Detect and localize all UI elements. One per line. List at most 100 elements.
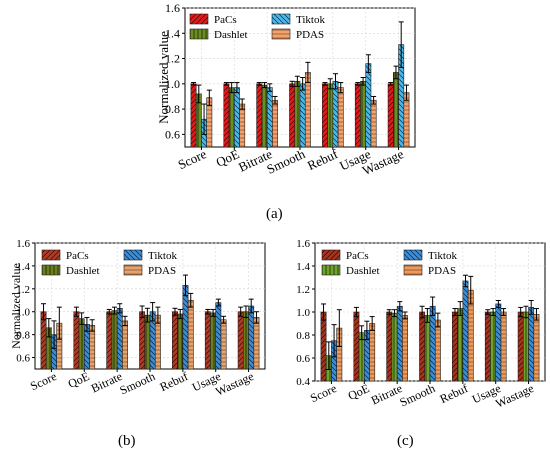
bar-hatch xyxy=(40,311,47,369)
bar-hatch xyxy=(457,308,463,381)
bar-hatch xyxy=(359,332,365,381)
x-tick-label: Rebuf xyxy=(305,146,341,173)
bar-hatch xyxy=(523,312,529,381)
bar-hatch xyxy=(122,320,128,369)
bar-hatch xyxy=(403,92,410,147)
bar-hatch xyxy=(386,312,392,381)
legend-swatch-hatch xyxy=(42,265,60,275)
bar-hatch xyxy=(210,312,216,369)
bar-hatch xyxy=(320,312,327,381)
bar-hatch xyxy=(327,83,333,147)
bar-hatch xyxy=(84,324,90,369)
x-tick-label: Wastage xyxy=(493,381,535,411)
legend-swatch-hatch xyxy=(42,250,60,260)
bar-hatch xyxy=(253,317,260,369)
legend-label: Dashlet xyxy=(346,265,380,277)
legend-swatch-hatch xyxy=(190,29,208,39)
bar-hatch xyxy=(528,307,534,381)
legend-swatch-hatch xyxy=(272,14,290,24)
bar-hatch xyxy=(256,83,262,147)
legend-label: PDAS xyxy=(296,29,324,41)
legend-swatch-hatch xyxy=(322,265,340,275)
legend-label: PaCs xyxy=(346,250,369,262)
bar-hatch xyxy=(332,81,339,147)
caption-b: (b) xyxy=(118,433,136,449)
y-tick-label: 1.0 xyxy=(16,307,30,319)
x-tick-label: Smooth xyxy=(264,146,307,177)
y-tick-label: 0.8 xyxy=(16,330,30,342)
bar-hatch xyxy=(139,311,145,369)
bar-hatch xyxy=(430,306,436,381)
bar-hatch xyxy=(261,85,268,147)
bar-hatch xyxy=(188,300,194,369)
legend-swatch-hatch xyxy=(272,29,290,39)
bar-hatch xyxy=(190,83,197,147)
bar-hatch xyxy=(239,104,245,147)
bar-hatch xyxy=(206,97,212,147)
bar-hatch xyxy=(79,318,85,369)
y-tick-label: 1.2 xyxy=(165,52,180,66)
bar-hatch xyxy=(46,327,52,369)
bar-hatch xyxy=(89,325,95,369)
bar-hatch xyxy=(215,302,221,369)
bar-hatch xyxy=(150,311,156,369)
bar-hatch xyxy=(177,314,183,369)
bar-hatch xyxy=(117,308,123,369)
chart-panel-c: 0.4 0.6 0.8 1.0 1.2 1.4 1.6 Score QoEBitrateSmoo… xyxy=(296,238,546,411)
bar-hatch xyxy=(424,315,430,381)
y-tick-label: 0.4 xyxy=(296,376,310,388)
y-tick-label: 1.4 xyxy=(16,261,30,273)
x-tick-label: Rebuf xyxy=(158,369,190,394)
y-tick-label: 1.6 xyxy=(165,1,180,15)
x-tick-label: Bitrate xyxy=(369,381,405,407)
bar-hatch xyxy=(238,311,244,369)
legend-swatch-hatch xyxy=(124,265,142,275)
x-tick-label: Rebuf xyxy=(438,381,470,406)
bar-hatch xyxy=(353,312,360,381)
y-tick-label: 1.2 xyxy=(296,284,310,296)
bar-hatch xyxy=(338,87,344,147)
bar-hatch xyxy=(223,83,230,147)
y-tick-label: 1.2 xyxy=(16,284,30,296)
bar-hatch xyxy=(365,63,371,147)
legend-swatch-hatch xyxy=(322,250,340,260)
legend-label: Dashlet xyxy=(214,29,248,41)
caption-a: (a) xyxy=(266,206,283,222)
y-tick-label: 1.6 xyxy=(296,238,310,250)
bar-hatch xyxy=(243,311,249,369)
y-tick-label: 1.0 xyxy=(296,307,310,319)
bar-hatch xyxy=(388,83,394,147)
bar-hatch xyxy=(56,323,62,369)
bar-hatch xyxy=(289,83,295,147)
bar-hatch xyxy=(355,83,361,147)
x-tick-label: QoE xyxy=(66,369,92,391)
x-tick-label: Score xyxy=(176,146,209,172)
bar-hatch xyxy=(182,285,189,369)
x-tick-label: Score xyxy=(28,369,59,393)
legend-label: PaCs xyxy=(214,14,237,26)
bar-hatch xyxy=(155,315,161,369)
y-tick-label: 1.4 xyxy=(165,26,180,40)
y-axis-label: Normalized value xyxy=(156,31,171,124)
y-tick-label: 1.0 xyxy=(165,77,180,91)
bar-hatch xyxy=(435,320,441,381)
bar-hatch xyxy=(51,334,57,369)
legend-swatch-hatch xyxy=(404,265,422,275)
bar-hatch xyxy=(322,83,328,147)
bar-hatch xyxy=(397,306,403,381)
legend-label: Dashlet xyxy=(66,265,100,277)
bar-hatch xyxy=(369,323,375,381)
bar-hatch xyxy=(485,312,491,381)
y-tick-label: 1.6 xyxy=(16,238,30,250)
bar-hatch xyxy=(495,303,501,381)
legend-swatch-hatch xyxy=(190,14,208,24)
legend-label: Tiktok xyxy=(428,250,457,262)
bar-hatch xyxy=(196,93,202,147)
legend-swatch-hatch xyxy=(124,250,142,260)
y-tick-label: 0.6 xyxy=(296,353,310,365)
bar-hatch xyxy=(468,290,474,381)
bar-hatch xyxy=(391,313,398,381)
bar-hatch xyxy=(393,72,399,147)
